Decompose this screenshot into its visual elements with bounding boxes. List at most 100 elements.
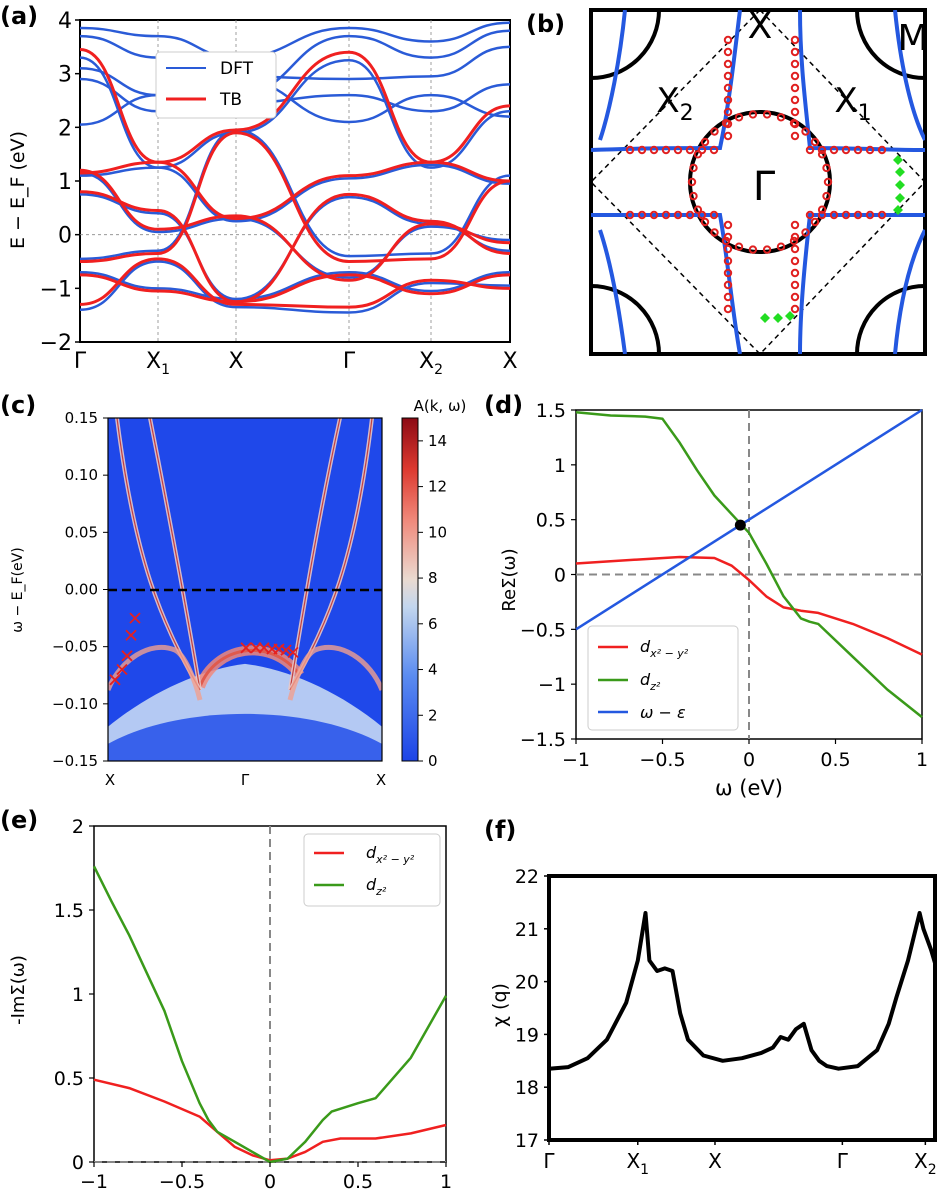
- d-ytick-label: 0: [554, 565, 566, 587]
- panel-d-ylabel: ReΣ(ω): [499, 548, 520, 611]
- b-red-marker: [817, 205, 827, 214]
- panel-d-xlabel: ω (eV): [715, 776, 783, 800]
- a-dft-band: [79, 163, 511, 223]
- f-xtick-label: Γ: [543, 1149, 555, 1173]
- panel-f-xticks: Γ X1 X Γ X2: [543, 1140, 937, 1178]
- c-x-marker: [280, 644, 292, 656]
- panel-b-label-Gamma: Γ: [753, 164, 776, 210]
- b-red-marker: [823, 177, 833, 187]
- a-tb-band: [79, 257, 511, 309]
- colorbar-tick-label: 6: [428, 615, 438, 633]
- panel-b-label-X1: X1: [834, 81, 871, 126]
- e-xtick-label: −1: [80, 1171, 108, 1193]
- a-ytick-label: −1: [40, 277, 72, 302]
- e-xtick-label: −0.5: [159, 1171, 205, 1193]
- b-green-marker: [773, 313, 783, 323]
- panel-c-xtick-X-left: X: [105, 771, 115, 789]
- f-xtick-label: X2: [914, 1149, 937, 1178]
- colorbar-tick-label: 4: [428, 661, 438, 679]
- b-red-marker: [697, 145, 707, 155]
- panel-a-yticks: −2 −1 0 1 2 3 4: [40, 9, 80, 356]
- panel-d-xticks: −1 −0.5 0 0.5 1: [562, 739, 928, 771]
- b-red-marker: [817, 210, 827, 220]
- b-red-marker: [762, 245, 772, 254]
- b-red-marker: [723, 232, 733, 242]
- b-green-marker: [760, 313, 770, 323]
- f-ytick-label: 18: [515, 1077, 539, 1099]
- b-red-marker: [790, 268, 800, 278]
- legend-box: [587, 625, 739, 731]
- panel-f-yticks: 22 21 20 19 18 17: [515, 866, 549, 1152]
- panel-b-label-X2: X2: [656, 81, 693, 126]
- panel-c-xtick-X-right: X: [376, 771, 386, 789]
- b-red-marker: [841, 145, 851, 155]
- d-xtick-label: −1: [562, 749, 590, 771]
- a-xtick-label: X: [502, 349, 517, 374]
- f-ytick-label: 19: [515, 1024, 539, 1046]
- b-red-marker: [723, 95, 733, 105]
- b-red-marker: [687, 177, 697, 187]
- b-red-marker: [762, 110, 772, 119]
- panel-a-ylabel: E − E_F (eV): [7, 131, 29, 249]
- b-red-marker: [723, 35, 733, 45]
- b-red-marker: [661, 145, 671, 155]
- a-tb-band: [79, 190, 511, 304]
- b-red-marker: [790, 71, 800, 81]
- a-dft-band: [79, 260, 511, 314]
- b-red-marker: [789, 236, 799, 246]
- b-red-marker: [790, 256, 800, 266]
- legend-tb-label: TB: [219, 90, 242, 110]
- b-red-marker: [700, 137, 710, 147]
- panel-d-label: (d): [484, 391, 523, 419]
- e-ytick-label: 1.5: [54, 900, 84, 922]
- b-green-marker: [895, 180, 905, 190]
- panel-c-ylabel: ω − E_F(eV): [10, 547, 26, 632]
- series-line-0: [575, 555, 923, 656]
- d-ytick-label: −1.5: [520, 729, 566, 751]
- d-ytick-label: −0.5: [520, 619, 566, 641]
- b-red-marker: [790, 119, 800, 129]
- c-x-marker: [250, 642, 262, 654]
- b-red-marker: [810, 217, 820, 227]
- b-red-marker: [790, 131, 800, 141]
- b-red-marker: [689, 191, 698, 201]
- a-dft-band-high: [79, 45, 511, 97]
- d-xtick-label: 0: [743, 749, 755, 771]
- colorbar: [401, 417, 419, 762]
- e-xtick-label: 1: [440, 1171, 452, 1193]
- b-red-marker: [790, 244, 800, 254]
- b-red-marker: [723, 292, 733, 302]
- f-xtick-label: Γ: [837, 1149, 849, 1173]
- b-red-marker: [790, 232, 800, 242]
- b-red-marker: [734, 242, 744, 251]
- b-red-marker: [673, 210, 683, 220]
- a-dft-band-high: [79, 77, 511, 126]
- a-xtick-label: X: [228, 349, 243, 374]
- c-x-marker: [129, 612, 141, 624]
- c-ytick-label: −0.10: [52, 695, 98, 713]
- legend-box: [155, 51, 277, 119]
- b-red-marker: [685, 145, 695, 155]
- c-ytick-label: −0.05: [52, 638, 98, 656]
- b-red-marker: [790, 280, 800, 290]
- panel-d-plot: [575, 408, 923, 739]
- legend-dft-label: DFT: [220, 59, 254, 79]
- f-susceptibility-line: [548, 911, 937, 1071]
- f-ytick-label: 21: [515, 919, 539, 941]
- d-ytick-label: −1: [538, 674, 566, 696]
- b-red-marker: [877, 210, 887, 220]
- panel-a-label: (a): [0, 2, 38, 30]
- colorbar-tick-label: 14: [428, 432, 447, 450]
- colorbar-tick-label: 2: [428, 706, 438, 724]
- c-x-marker: [116, 663, 128, 676]
- b-gamma-pocket: [688, 110, 832, 254]
- b-red-marker: [790, 107, 800, 117]
- a-xtick-label: X1: [146, 349, 170, 378]
- b-red-marker: [734, 113, 744, 122]
- b-red-marker: [790, 83, 800, 93]
- panel-e-label: (e): [0, 806, 38, 834]
- b-red-marker: [723, 280, 733, 290]
- c-lower-region: [108, 713, 382, 761]
- b-red-marker: [709, 145, 719, 155]
- d-intersection-point: [734, 519, 746, 531]
